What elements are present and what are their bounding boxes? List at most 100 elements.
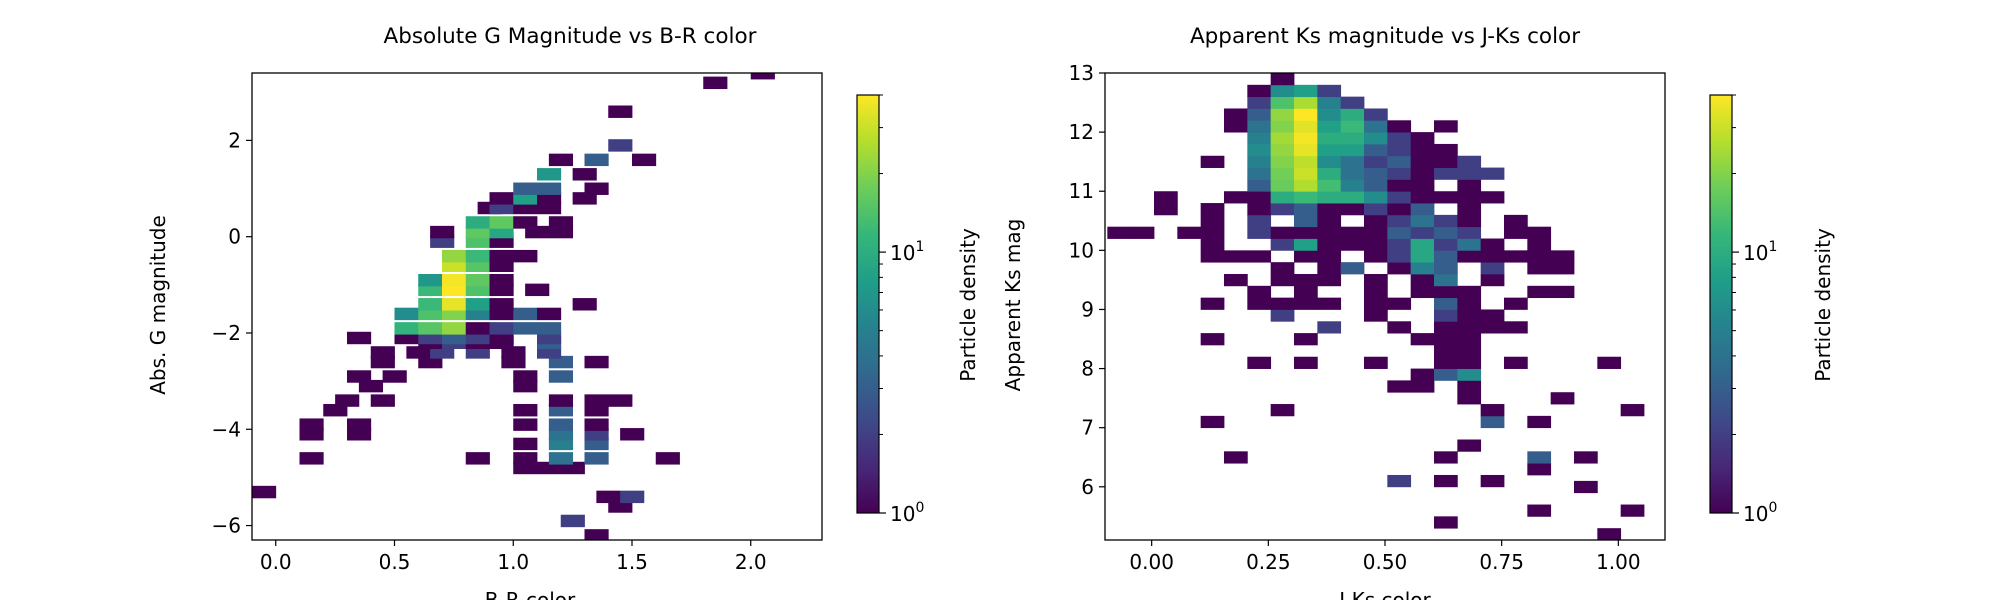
heatmap-cell: [1294, 167, 1318, 180]
heatmap-cell: [1410, 262, 1435, 275]
heatmap-cell: [1270, 297, 1295, 310]
y-tick-label: 7: [1081, 416, 1094, 440]
heatmap-cell: [1294, 297, 1318, 310]
heatmap-cell: [465, 452, 490, 465]
heatmap-cell: [489, 274, 514, 287]
heatmap-cell: [1294, 191, 1318, 204]
heatmap-cell: [1247, 191, 1272, 204]
heatmap-cell: [513, 370, 538, 383]
heatmap-cell: [513, 418, 538, 431]
x-tick-label: 2.0: [735, 550, 767, 574]
heatmap-cell: [1574, 480, 1598, 494]
x-tick-label: 1.00: [1596, 550, 1641, 574]
heatmap-cell: [1317, 96, 1342, 109]
heatmap-cell: [1294, 273, 1318, 287]
heatmap-cell: [513, 192, 538, 205]
heatmap-cell: [1340, 238, 1365, 251]
heatmap-cell: [489, 322, 514, 335]
colorbar-tick-label: 101: [1743, 239, 1777, 265]
heatmap-cell: [1410, 132, 1435, 145]
heatmap-cell: [1457, 309, 1482, 322]
heatmap-cell: [1200, 333, 1225, 346]
heatmap-cell: [1410, 380, 1435, 393]
heatmap-cell: [513, 201, 538, 215]
heatmap-cell: [465, 331, 490, 345]
heatmap-cell: [537, 322, 562, 335]
heatmap-cell: [1340, 155, 1365, 168]
heatmap-cell: [1364, 309, 1388, 322]
heatmap-cell: [1364, 238, 1388, 251]
heatmap-cell: [1270, 191, 1295, 204]
heatmap-cell: [1224, 273, 1248, 287]
heatmap-cell: [1387, 321, 1412, 334]
colorbar-label: Particle density: [1811, 228, 1835, 382]
heatmap-cell: [1434, 238, 1458, 251]
heatmap-cell: [489, 298, 514, 311]
heatmap-cell: [1480, 167, 1505, 180]
y-tick-label: −6: [212, 514, 241, 538]
heatmap-cell: [1364, 132, 1388, 145]
heatmap-cell: [548, 452, 574, 465]
heatmap-cell: [1247, 96, 1272, 109]
heatmap-cell: [608, 394, 633, 407]
heatmap-cell: [1620, 504, 1645, 517]
heatmap-cell: [465, 249, 490, 263]
x-tick-label: 0.00: [1129, 550, 1174, 574]
heatmap-cell: [1317, 132, 1342, 145]
heatmap-cell: [1154, 191, 1178, 204]
heatmap-cell: [1480, 250, 1505, 263]
heatmap-cell: [1527, 451, 1552, 464]
heatmap-cell: [548, 418, 574, 431]
heatmap-cell: [750, 73, 775, 80]
heatmap-cell: [655, 452, 680, 465]
heatmap-cell: [1270, 155, 1295, 168]
heatmap-cell: [1247, 297, 1272, 310]
heatmap-cell: [347, 428, 372, 441]
heatmap-cell: [620, 428, 645, 441]
colorbar-gradient: [857, 95, 879, 513]
colorbar-tick-label: 100: [890, 500, 924, 526]
heatmap-cell: [1340, 108, 1365, 121]
heatmap-cell: [1410, 214, 1435, 228]
heatmap-cell: [1247, 120, 1272, 133]
heatmap-cell: [1434, 120, 1458, 133]
heatmap-cell: [1410, 179, 1435, 192]
colorbar-frame: [856, 94, 880, 514]
y-axis-label: Apparent Ks mag: [1001, 219, 1025, 392]
heatmap-cell: [1527, 415, 1552, 429]
heatmap-cell: [525, 225, 550, 239]
heatmap-cell: [608, 105, 633, 118]
heatmap-cell: [513, 452, 538, 465]
heatmap-cell: [1457, 167, 1482, 180]
heatmap-cell: [489, 307, 514, 321]
heatmap-cell: [584, 452, 609, 465]
chart-title: Apparent Ks magnitude vs J-Ks color: [1190, 24, 1580, 49]
heatmap-cell: [1107, 226, 1132, 239]
heatmap-cell: [1270, 309, 1295, 322]
heatmap-cell: [1410, 155, 1435, 168]
colorbar-tick-label: 101: [890, 239, 924, 265]
heatmap-cell: [1247, 226, 1272, 239]
heatmap-cell: [1364, 120, 1388, 133]
heatmap-cell: [418, 322, 443, 335]
heatmap-cell: [1294, 333, 1318, 346]
heatmap-cell: [489, 249, 514, 263]
heatmap-cell: [1364, 108, 1388, 121]
heatmap-cell: [442, 249, 467, 263]
heatmap-cell: [1457, 179, 1482, 192]
heatmap-cell: [584, 437, 609, 451]
heatmap-cell: [1434, 273, 1458, 287]
heatmap-cell: [1480, 415, 1505, 429]
heatmap-cell: [1527, 262, 1552, 275]
heatmap-cell: [418, 331, 443, 345]
heatmap-cell: [1504, 356, 1528, 369]
heatmap-cell: [525, 283, 550, 297]
y-tick-label: −2: [212, 321, 241, 345]
heatmap-cell: [1294, 120, 1318, 133]
heatmap-cell: [1504, 297, 1528, 310]
heatmap-cell: [1200, 214, 1225, 228]
heatmap-cell: [1130, 226, 1155, 239]
heatmap-cell: [1457, 344, 1482, 358]
heatmap-cell: [358, 379, 384, 393]
heatmap-cell: [1434, 155, 1458, 168]
